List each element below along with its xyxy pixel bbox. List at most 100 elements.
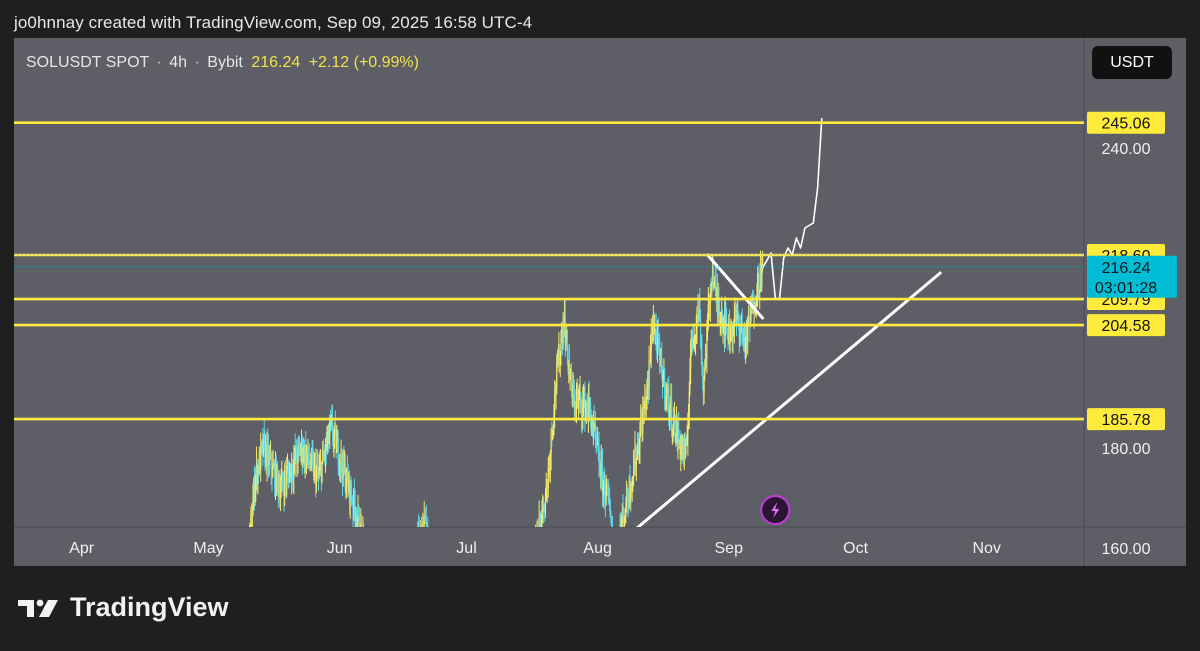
candle-body bbox=[274, 461, 277, 490]
candle-body bbox=[301, 439, 303, 461]
candle-body bbox=[676, 421, 678, 446]
price-chart[interactable]: Apr May Jun Jul Aug Sep Oct Nov 240.00 180.00 160.… bbox=[14, 38, 1186, 566]
candle-body bbox=[558, 343, 560, 364]
candle-body bbox=[559, 354, 561, 366]
candle-body bbox=[621, 522, 623, 527]
candle-body bbox=[341, 466, 344, 479]
candle-body bbox=[704, 369, 706, 377]
candles bbox=[190, 250, 764, 566]
chart-panel[interactable]: Apr May Jun Jul Aug Sep Oct Nov 240.00 180.00 160.… bbox=[14, 38, 1186, 566]
candle-body bbox=[729, 340, 731, 342]
candle-body bbox=[422, 521, 424, 527]
candle-body bbox=[358, 509, 360, 515]
candle-body bbox=[267, 443, 269, 446]
candle-body bbox=[626, 487, 628, 501]
candle-body bbox=[690, 329, 692, 343]
candle-body bbox=[639, 432, 641, 450]
candle-body bbox=[582, 399, 585, 401]
candle-body bbox=[635, 459, 638, 468]
candle-body bbox=[649, 360, 651, 364]
candle-body bbox=[744, 332, 746, 354]
candle-body bbox=[362, 534, 363, 551]
candle-body bbox=[285, 477, 287, 483]
candle-body bbox=[710, 285, 712, 287]
plot-area bbox=[190, 117, 942, 566]
price-unit-button[interactable]: USDT bbox=[1092, 46, 1172, 79]
candle-body bbox=[209, 564, 210, 566]
candle-body bbox=[608, 498, 610, 500]
legend-interval[interactable]: 4h bbox=[169, 54, 188, 71]
candle-body bbox=[730, 322, 733, 331]
candle-body bbox=[539, 517, 541, 522]
candle-body bbox=[607, 485, 609, 499]
candle-body bbox=[249, 522, 251, 527]
candle-body bbox=[262, 441, 264, 455]
candle-body bbox=[313, 463, 315, 477]
candle-body bbox=[563, 326, 565, 332]
candle-body bbox=[691, 329, 693, 338]
candle-body bbox=[666, 389, 669, 396]
candle-body bbox=[674, 415, 676, 440]
candle-body bbox=[190, 560, 191, 566]
candle-body bbox=[613, 531, 614, 541]
candle-body bbox=[695, 336, 697, 339]
candle-body bbox=[346, 467, 348, 485]
candle-body bbox=[714, 278, 716, 286]
candle-body bbox=[675, 436, 677, 440]
candle-body bbox=[319, 464, 321, 470]
candle-body bbox=[303, 446, 305, 458]
candle-body bbox=[579, 392, 581, 397]
candle-body bbox=[688, 391, 690, 417]
candle-body bbox=[425, 520, 427, 525]
candle-body bbox=[661, 373, 664, 387]
candle-body bbox=[541, 510, 543, 525]
candle-body bbox=[417, 531, 418, 555]
candle-body bbox=[338, 465, 340, 469]
candle-body bbox=[271, 470, 273, 477]
candle-body bbox=[311, 451, 313, 456]
candle-body bbox=[294, 450, 296, 460]
candle-body bbox=[291, 464, 293, 480]
candle-body bbox=[640, 420, 642, 422]
candle-body bbox=[279, 491, 282, 501]
candle-body bbox=[597, 442, 599, 446]
candle-body bbox=[303, 446, 306, 465]
candle-body bbox=[565, 337, 567, 345]
candle-body bbox=[594, 424, 596, 429]
candle-body bbox=[714, 278, 716, 282]
candle-body bbox=[655, 329, 657, 339]
candle-body bbox=[603, 477, 605, 481]
candle-body bbox=[592, 426, 594, 431]
candle-body bbox=[550, 430, 552, 454]
candle-body bbox=[694, 338, 696, 340]
candle-body bbox=[277, 477, 279, 494]
candle-body bbox=[572, 387, 574, 405]
x-tick-label-aug: Aug bbox=[583, 540, 611, 557]
legend-symbol[interactable]: SOLUSDT SPOT bbox=[26, 54, 149, 71]
candle-body bbox=[352, 502, 354, 511]
candle-body bbox=[702, 379, 704, 395]
candle-body bbox=[651, 332, 653, 339]
candle-body bbox=[696, 309, 698, 328]
candle-body bbox=[580, 392, 582, 400]
candle-body bbox=[627, 500, 629, 502]
candle-body bbox=[685, 443, 688, 445]
symbol-legend: SOLUSDT SPOT · 4h · Bybit 216.24 +2.12 (… bbox=[26, 54, 419, 72]
candle-body bbox=[656, 338, 658, 354]
candle-body bbox=[761, 264, 763, 286]
candle-body bbox=[646, 383, 648, 398]
candle-body bbox=[649, 350, 652, 364]
candle-body bbox=[367, 555, 368, 557]
candle-body bbox=[633, 465, 635, 471]
candle-body bbox=[669, 406, 671, 414]
candle-body bbox=[666, 389, 668, 396]
candle-body bbox=[257, 466, 260, 474]
candle-body bbox=[381, 564, 382, 565]
candle-body bbox=[624, 515, 626, 517]
candle-body bbox=[680, 440, 683, 447]
candle-body bbox=[740, 329, 742, 332]
candle-body bbox=[679, 439, 681, 455]
candle-body bbox=[549, 453, 552, 470]
candle-body bbox=[315, 463, 317, 486]
candle-body bbox=[623, 513, 625, 527]
